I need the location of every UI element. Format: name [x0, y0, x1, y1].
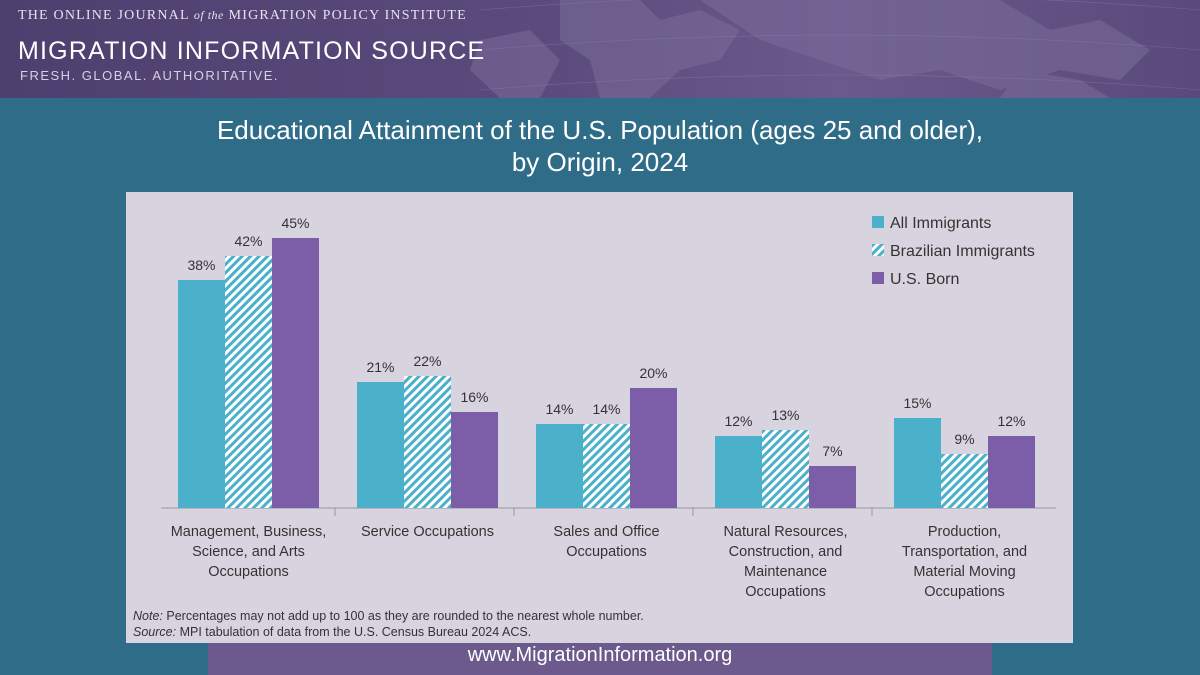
bar-all-immigrants	[357, 382, 404, 508]
category-label: Natural Resources,	[723, 524, 847, 540]
data-label: 7%	[822, 443, 842, 459]
data-label: 13%	[771, 407, 799, 423]
data-label: 14%	[592, 401, 620, 417]
bar-chart: 38% 42% 45% Management, Business, Science, a…	[161, 215, 1056, 600]
bar-us-born	[451, 412, 498, 508]
data-label: 9%	[954, 431, 974, 447]
note-line: Note: Percentages may not add up to 100 …	[133, 609, 644, 623]
bar-brazilian-immigrants	[762, 430, 809, 508]
category-label: Transportation, and	[902, 544, 1027, 560]
data-label: 21%	[366, 359, 394, 375]
data-label: 22%	[413, 353, 441, 369]
world-map-background	[470, 0, 1200, 98]
data-label: 20%	[639, 365, 667, 381]
page-title: Educational Attainment of the U.S. Popul…	[0, 114, 1200, 178]
category-label: Occupations	[745, 584, 826, 600]
site-brand[interactable]: MIGRATION INFORMATION SOURCE	[18, 37, 486, 65]
bar-us-born	[809, 466, 856, 508]
site-slogan: FRESH. GLOBAL. AUTHORITATIVE.	[20, 68, 280, 83]
category-label: Occupations	[208, 564, 289, 580]
footer-bar	[208, 640, 992, 675]
bar-brazilian-immigrants	[583, 424, 630, 508]
legend-label: U.S. Born	[890, 271, 959, 288]
bar-us-born	[988, 436, 1035, 508]
title-line-1: Educational Attainment of the U.S. Popul…	[216, 115, 984, 145]
data-label: 12%	[997, 413, 1025, 429]
bar-brazilian-immigrants	[225, 256, 272, 508]
category-label: Construction, and	[729, 544, 843, 560]
category-label: Science, and Arts	[192, 544, 305, 560]
legend-label: Brazilian Immigrants	[890, 243, 1035, 260]
legend-swatch	[872, 216, 884, 228]
data-label: 45%	[281, 215, 309, 231]
legend-swatch	[872, 272, 884, 284]
bar-us-born	[272, 238, 319, 508]
legend-label: All Immigrants	[890, 215, 991, 232]
data-label: 15%	[903, 395, 931, 411]
category-label: Occupations	[924, 584, 1005, 600]
site-header: THE ONLINE JOURNAL of the MIGRATION POLI…	[0, 0, 1200, 98]
category-label: Service Occupations	[361, 524, 494, 540]
journal-tagline: THE ONLINE JOURNAL of the MIGRATION POLI…	[18, 8, 467, 23]
bar-us-born	[630, 388, 677, 508]
bar-brazilian-immigrants	[941, 454, 988, 508]
legend-swatch	[872, 244, 884, 256]
bar-all-immigrants	[178, 280, 225, 508]
category-label: Occupations	[566, 544, 647, 560]
category-label: Maintenance	[744, 564, 827, 580]
data-label: 14%	[545, 401, 573, 417]
chart-notes: Note: Percentages may not add up to 100 …	[133, 608, 644, 640]
data-label: 38%	[187, 257, 215, 273]
category-label: Management, Business,	[171, 524, 327, 540]
bar-brazilian-immigrants	[404, 376, 451, 508]
title-line-2: by Origin, 2024	[511, 147, 689, 177]
category-label: Sales and Office	[553, 524, 659, 540]
footer-url[interactable]: www.MigrationInformation.org	[467, 644, 733, 666]
data-label: 42%	[234, 233, 262, 249]
data-label: 12%	[724, 413, 752, 429]
chart-panel: 38% 42% 45% Management, Business, Science, a…	[126, 192, 1073, 643]
source-line: Source: MPI tabulation of data from the …	[133, 625, 532, 639]
bar-all-immigrants	[715, 436, 762, 508]
data-label: 16%	[460, 389, 488, 405]
bar-all-immigrants	[894, 418, 941, 508]
category-label: Production,	[928, 524, 1001, 540]
category-label: Material Moving	[913, 564, 1015, 580]
bar-all-immigrants	[536, 424, 583, 508]
